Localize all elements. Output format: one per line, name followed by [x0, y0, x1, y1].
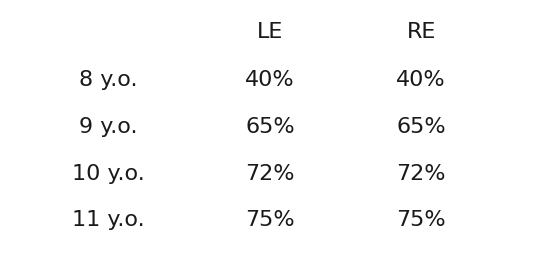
Text: 10 y.o.: 10 y.o. [72, 164, 144, 183]
Text: 8 y.o.: 8 y.o. [79, 70, 137, 90]
Text: 72%: 72% [396, 164, 446, 183]
Text: 40%: 40% [245, 70, 295, 90]
Text: 72%: 72% [245, 164, 295, 183]
Text: 11 y.o.: 11 y.o. [72, 210, 144, 230]
Text: 75%: 75% [396, 210, 446, 230]
Text: 65%: 65% [245, 117, 295, 137]
Text: RE: RE [407, 22, 436, 42]
Text: LE: LE [257, 22, 283, 42]
Text: 75%: 75% [245, 210, 295, 230]
Text: 9 y.o.: 9 y.o. [79, 117, 137, 137]
Text: 65%: 65% [396, 117, 446, 137]
Text: 40%: 40% [396, 70, 446, 90]
